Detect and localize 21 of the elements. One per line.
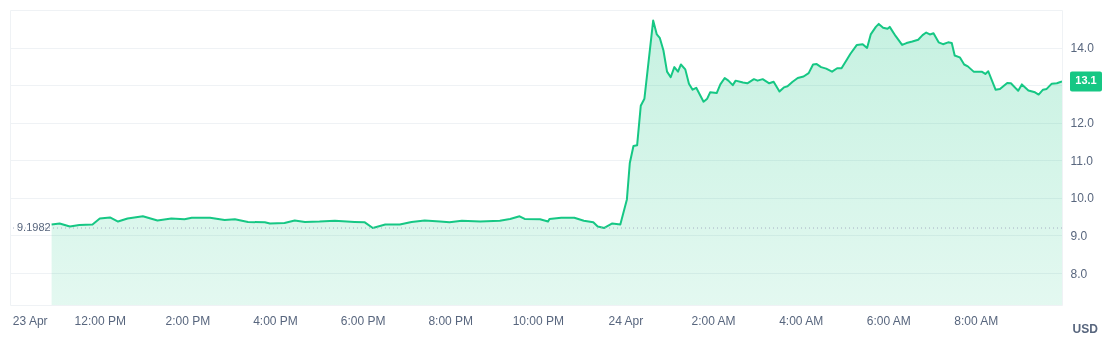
x-tick-label: 12:00 PM: [74, 313, 126, 328]
x-tick-label: 4:00 PM: [253, 313, 298, 328]
x-tick-label: 2:00 PM: [165, 313, 211, 328]
y-tick-label: 12.0: [1070, 116, 1095, 131]
ref-line-label: 9.1982: [17, 221, 51, 234]
x-tick-label: 2:00 AM: [691, 313, 736, 328]
y-axis-title: USD: [1072, 321, 1099, 336]
y-tick-label: 11.0: [1070, 153, 1094, 168]
x-tick-label: 8:00 AM: [954, 313, 999, 328]
x-tick-label: 24 Apr: [608, 313, 644, 328]
y-tick-label: 10.0: [1070, 191, 1095, 206]
x-tick-label: 6:00 PM: [340, 313, 386, 328]
y-tick-label: 9.0: [1070, 228, 1088, 243]
x-tick-label: 6:00 AM: [866, 313, 911, 328]
annotation: 13.1: [1075, 74, 1097, 87]
x-tick-label: 10:00 PM: [512, 313, 565, 328]
y-tick-label: 8.0: [1070, 266, 1088, 281]
x-tick-label: 8:00 PM: [428, 313, 474, 328]
y-tick-label: 14.0: [1070, 41, 1095, 56]
x-tick-label: 23 Apr: [12, 313, 48, 328]
x-tick-label: 4:00 AM: [779, 313, 824, 328]
